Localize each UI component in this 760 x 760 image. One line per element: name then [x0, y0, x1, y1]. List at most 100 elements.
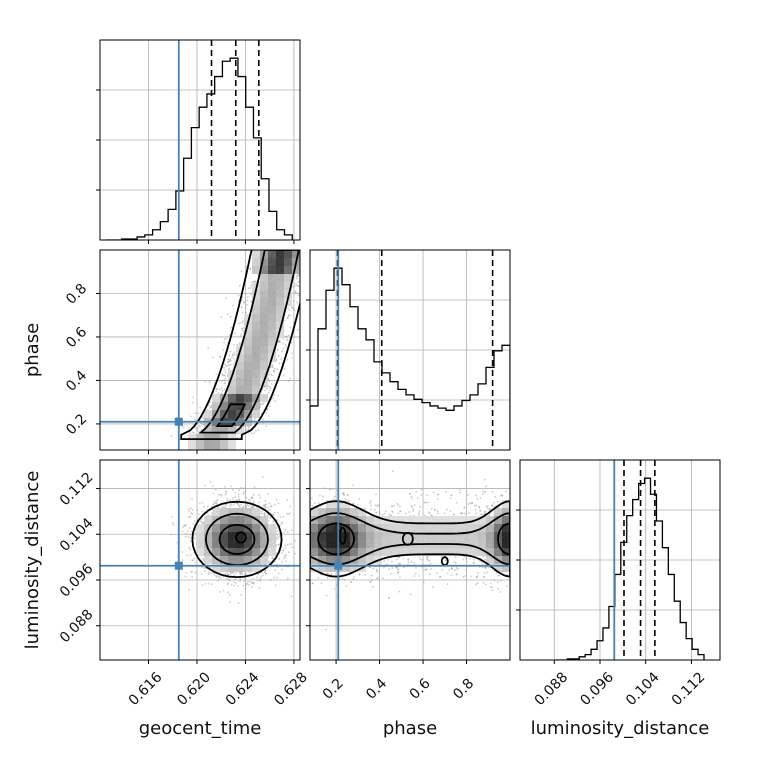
scatter-point	[0, 433, 1, 435]
scatter-point	[185, 535, 187, 538]
scatter-point	[263, 389, 266, 392]
scatter-point	[213, 573, 216, 576]
scatter-point	[0, 441, 1, 443]
scatter-point	[188, 546, 190, 549]
scatter-point	[0, 439, 1, 441]
density-cell	[204, 516, 212, 524]
scatter-point	[233, 358, 236, 360]
scatter-point	[0, 440, 1, 442]
scatter-point	[209, 481, 212, 484]
scatter-point	[268, 509, 271, 511]
scatter-point	[292, 300, 295, 302]
scatter-point	[250, 300, 253, 303]
density-cell	[236, 564, 244, 572]
density-cell	[260, 394, 268, 402]
scatter-point	[283, 367, 286, 370]
scatter-point	[269, 373, 272, 376]
scatter-point	[0, 434, 1, 436]
scatter-point	[301, 284, 303, 286]
scatter-point	[0, 432, 1, 434]
density-cell	[252, 402, 260, 410]
scatter-point	[0, 433, 1, 435]
scatter-point	[285, 560, 287, 563]
scatter-point	[289, 326, 292, 329]
density-cell	[228, 516, 236, 524]
density-cell	[212, 532, 220, 540]
density-cell	[236, 362, 244, 370]
scatter-point	[0, 436, 1, 438]
scatter-point	[206, 505, 209, 508]
scatter-point	[228, 354, 231, 357]
scatter-point	[0, 439, 1, 441]
density-cell	[236, 378, 244, 386]
density-cell	[204, 442, 212, 450]
panel-frame-2-2	[519, 459, 721, 661]
scatter-point	[282, 342, 284, 345]
density-cell	[244, 508, 252, 516]
density-cell	[268, 548, 276, 556]
scatter-point	[0, 438, 1, 440]
scatter-point	[269, 386, 272, 388]
density-cell	[244, 370, 252, 378]
scatter-point	[0, 436, 1, 438]
scatter-point	[0, 437, 1, 439]
scatter-point	[0, 440, 1, 442]
scatter-point	[286, 243, 288, 245]
scatter-point	[0, 435, 1, 437]
scatter-point	[253, 500, 255, 503]
density-cell	[260, 516, 268, 524]
density-cell	[252, 362, 260, 370]
scatter-point	[302, 270, 304, 272]
scatter-point	[0, 442, 1, 444]
scatter-point	[0, 435, 1, 437]
scatter-point	[0, 436, 1, 438]
scatter-point	[0, 444, 1, 446]
scatter-point	[284, 344, 287, 347]
scatter-point	[0, 431, 1, 433]
scatter-point	[0, 436, 1, 438]
scatter-point	[0, 437, 1, 439]
scatter-point	[214, 489, 217, 491]
scatter-point	[258, 494, 260, 496]
scatter-point	[181, 530, 184, 533]
scatter-point	[0, 437, 1, 439]
density-cell	[260, 330, 268, 338]
scatter-point	[273, 503, 276, 506]
scatter-point	[239, 579, 241, 582]
scatter-point	[194, 571, 197, 574]
scatter-point	[207, 573, 210, 576]
scatter-point	[240, 306, 243, 308]
density-cell	[228, 532, 236, 540]
scatter-point	[0, 438, 1, 440]
scatter-point	[266, 408, 269, 411]
scatter-point	[0, 441, 1, 443]
density-cell	[260, 306, 268, 314]
scatter-point	[286, 338, 289, 341]
density-cell	[276, 266, 284, 274]
scatter-point	[218, 493, 220, 496]
scatter-point	[233, 584, 236, 587]
scatter-point	[261, 388, 264, 391]
density-cell	[220, 508, 228, 516]
scatter-point	[259, 579, 261, 582]
scatter-point	[0, 433, 1, 435]
density-cell	[260, 258, 268, 266]
scatter-point	[297, 294, 300, 297]
scatter-point	[0, 445, 1, 447]
scatter-point	[0, 440, 1, 442]
scatter-point	[226, 365, 229, 368]
scatter-point	[224, 371, 227, 374]
scatter-point	[0, 440, 1, 442]
scatter-point	[327, 261, 329, 263]
scatter-point	[0, 433, 1, 435]
scatter-point	[0, 436, 1, 438]
scatter-point	[243, 580, 245, 583]
scatter-point	[0, 441, 1, 443]
scatter-point	[251, 582, 253, 585]
scatter-point	[0, 431, 1, 433]
density-cell	[220, 524, 228, 532]
scatter-point	[251, 585, 253, 588]
scatter-point	[204, 380, 207, 383]
density-cell	[252, 548, 260, 556]
scatter-point	[0, 441, 1, 443]
